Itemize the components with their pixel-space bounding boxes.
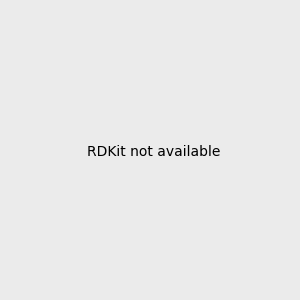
Text: RDKit not available: RDKit not available	[87, 145, 220, 158]
